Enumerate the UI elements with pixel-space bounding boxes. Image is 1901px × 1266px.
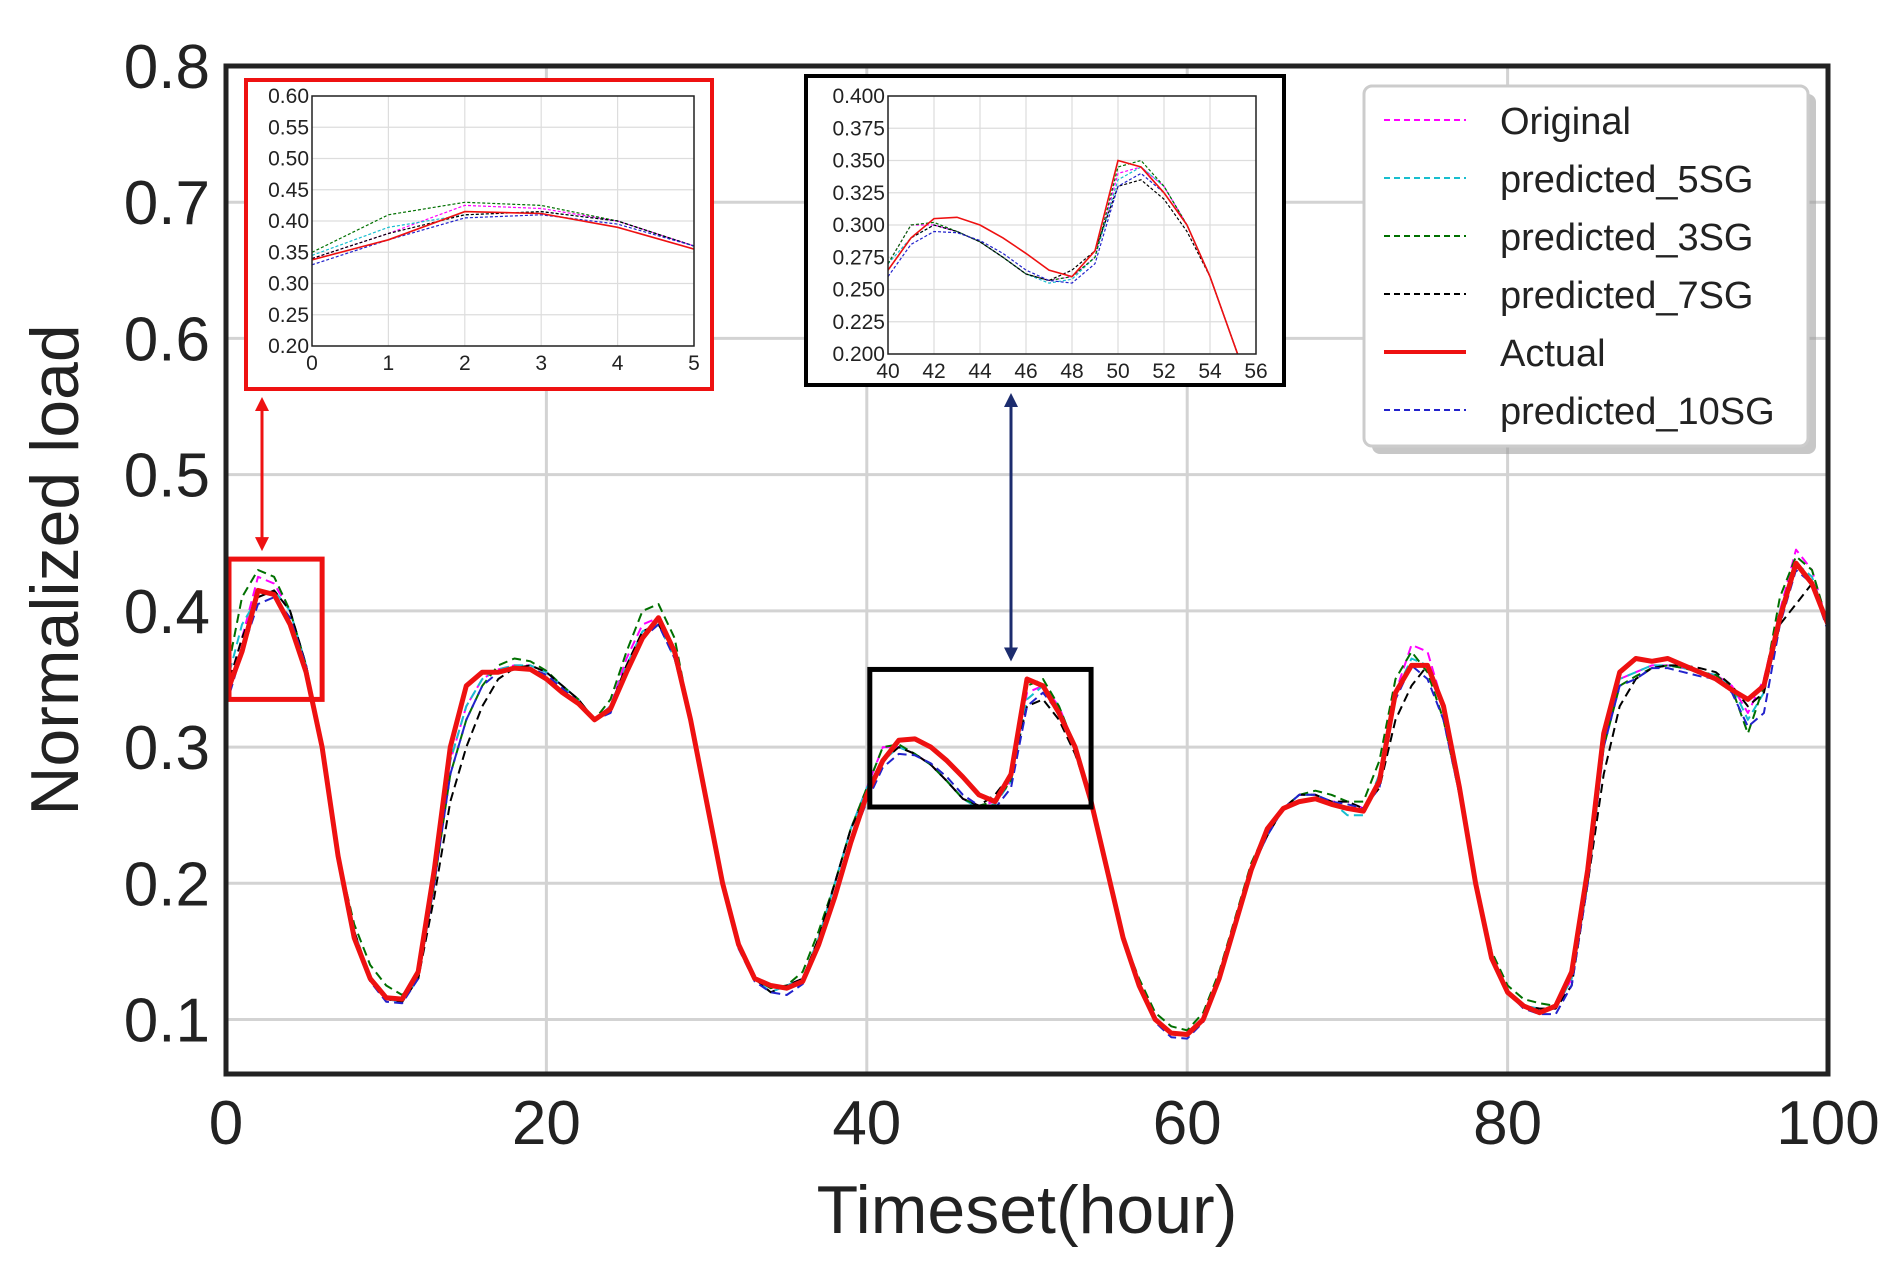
inset-x-tick-label: 5 <box>688 352 700 375</box>
y-tick-label: 0.1 <box>124 987 210 1056</box>
inset-y-tick-label: 0.30 <box>268 273 309 296</box>
inset-x-tick-label: 2 <box>459 352 471 375</box>
legend-label: predicted_5SG <box>1500 159 1754 201</box>
inset-x-tick-label: 50 <box>1106 360 1129 383</box>
inset-series-Actual <box>312 210 694 261</box>
inset-y-tick-label: 0.20 <box>268 335 309 358</box>
y-tick-label: 0.5 <box>124 442 210 511</box>
inset-y-tick-label: 0.25 <box>268 304 309 327</box>
inset-series-predicted_7SG <box>312 210 694 260</box>
legend-label: predicted_7SG <box>1500 275 1754 317</box>
inset-frame <box>804 74 1286 387</box>
inset-plot-frame <box>887 95 1257 355</box>
legend-label: predicted_3SG <box>1500 217 1754 259</box>
y-axis-ticks: 0.1 0.2 0.3 0.4 0.5 0.6 0.7 0.8 <box>124 33 210 1056</box>
inset-x-tick-label: 42 <box>922 360 945 383</box>
inset-series-group <box>312 201 694 266</box>
zoom-region-box <box>226 556 325 702</box>
inset-y-tick-label: 0.250 <box>832 279 885 302</box>
series-predicted_3SG <box>225 555 1829 1032</box>
series-predicted_7SG <box>225 582 1829 1036</box>
inset-x-tick-label: 4 <box>612 352 624 375</box>
legend-label: Original <box>1500 101 1631 143</box>
y-axis-label: Normalized load <box>17 324 93 815</box>
series-Actual <box>223 560 1831 1037</box>
series-predicted_5SG <box>225 562 1829 1036</box>
inset-y-tick-label: 0.55 <box>268 116 309 139</box>
x-tick-label: 80 <box>1473 1089 1542 1158</box>
inset-series-predicted_10SG <box>888 172 1239 354</box>
inset-group: 0.20 0.25 0.30 0.35 0.40 0.45 0.50 0.55 0.60 0 1 2 3… <box>244 74 1286 391</box>
inset-y-tick-label: 0.275 <box>832 246 885 269</box>
inset-x-tick-label: 40 <box>876 360 899 383</box>
y-tick-label: 0.7 <box>124 169 210 238</box>
zoom-arrowhead-up <box>255 397 269 411</box>
legend-label: predicted_10SG <box>1500 391 1775 433</box>
zoom-arrowhead-down <box>1004 647 1018 662</box>
series-predicted_10SG <box>225 569 1829 1040</box>
x-tick-label: 40 <box>832 1089 901 1158</box>
series-Original <box>225 548 1829 1036</box>
inset-y-tick-label: 0.400 <box>832 85 885 108</box>
inset-x-tick-label: 0 <box>306 352 318 375</box>
inset-series-predicted_3SG <box>312 201 694 253</box>
x-tick-label: 20 <box>512 1089 581 1158</box>
inset-plot-frame <box>311 95 695 347</box>
inset-x-tick-label: 1 <box>383 352 395 375</box>
inset-frame <box>244 78 714 391</box>
legend-frame <box>1362 84 1810 448</box>
inset-x-tick-label: 46 <box>1014 360 1037 383</box>
zoom-arrowhead-down <box>255 537 269 552</box>
y-tick-label: 0.8 <box>124 33 210 102</box>
inset-y-tick-label: 0.375 <box>832 117 885 140</box>
inset-series-Actual <box>888 159 1239 354</box>
legend: Original predicted_5SG predicted_3SGpredic… <box>1362 84 1816 454</box>
inset-y-tick-label: 0.60 <box>268 85 309 108</box>
inset-y-tick-label: 0.50 <box>268 148 309 171</box>
zoom-region-box <box>867 666 1094 810</box>
inset-x-tick-label: 48 <box>1060 360 1083 383</box>
plot-frame <box>223 63 1831 1077</box>
x-tick-label: 100 <box>1776 1089 1879 1158</box>
y-tick-label: 0.3 <box>124 714 210 783</box>
y-tick-label: 0.6 <box>124 305 210 374</box>
inset-y-tick-label: 0.40 <box>268 210 309 233</box>
zoom-region-markers <box>226 393 1094 810</box>
inset-y-tick-label: 0.200 <box>832 343 885 366</box>
inset-y-tick-label: 0.35 <box>268 241 309 264</box>
y-tick-label: 0.4 <box>124 578 210 647</box>
inset-series-group <box>888 159 1239 354</box>
inset-y-tick-label: 0.325 <box>832 182 885 205</box>
inset-y-tick-label: 0.225 <box>832 311 885 334</box>
inset-y-tick-label: 0.45 <box>268 179 309 202</box>
inset-x-tick-label: 52 <box>1152 360 1175 383</box>
legend-label: Actual <box>1500 333 1606 375</box>
inset-x-tick-label: 3 <box>535 352 547 375</box>
inset-x-tick-label: 44 <box>968 360 992 383</box>
x-tick-label: 0 <box>209 1089 243 1158</box>
inset-y-tick-label: 0.350 <box>832 150 885 173</box>
inset-x-tick-label: 56 <box>1244 360 1267 383</box>
inset-zoom-0-5: 0.20 0.25 0.30 0.35 0.40 0.45 0.50 0.55 0.60 0 1 2 3… <box>244 78 714 391</box>
x-axis-label: Timeset(hour) <box>817 1172 1238 1248</box>
x-axis-ticks: 0 20 40 60 80 100 <box>209 1089 1880 1158</box>
inset-y-tick-label: 0.300 <box>832 214 885 237</box>
inset-zoom-40-56: 0.200 0.225 0.250 0.275 0.300 0.325 0.350 0.375… <box>804 74 1286 387</box>
x-tick-label: 60 <box>1153 1089 1222 1158</box>
main-series-group <box>223 548 1831 1040</box>
inset-x-tick-label: 54 <box>1198 360 1222 383</box>
y-tick-label: 0.2 <box>124 850 210 919</box>
zoom-arrowhead-up <box>1004 393 1018 407</box>
